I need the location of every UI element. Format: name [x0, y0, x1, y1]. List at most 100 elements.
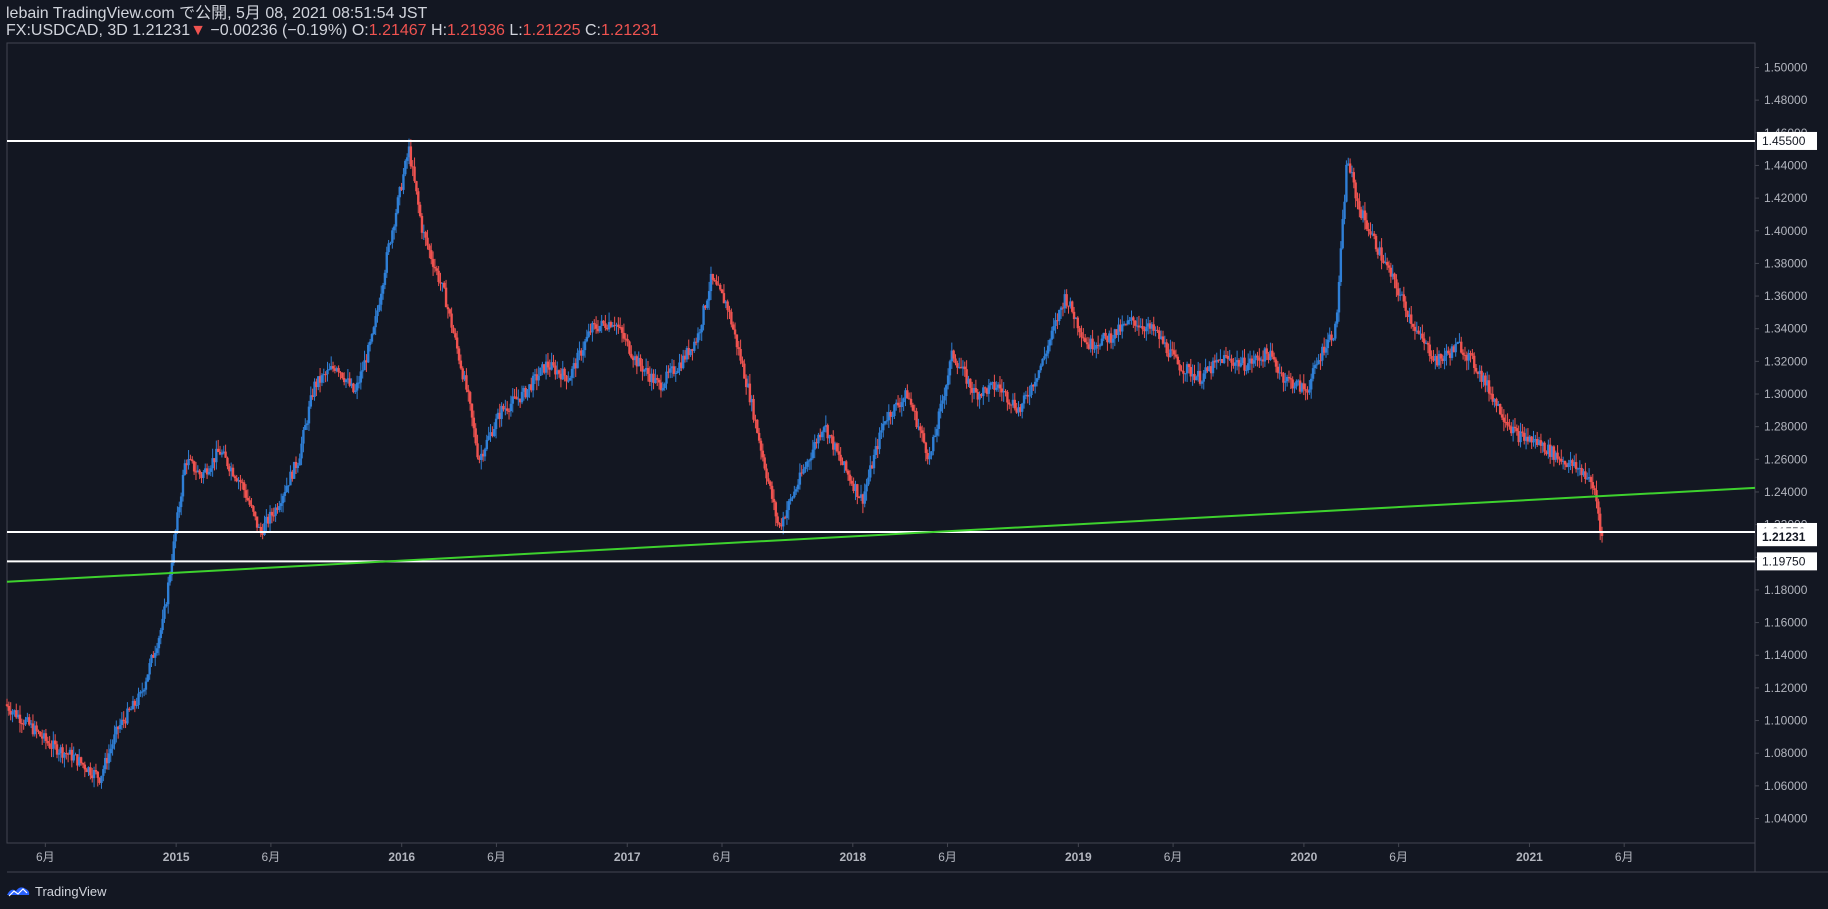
candle-body — [706, 300, 709, 308]
candle-body — [154, 652, 157, 658]
candle-body — [656, 378, 659, 380]
candle-body — [915, 411, 918, 427]
candle-body — [883, 421, 887, 424]
candle-body — [1339, 248, 1343, 282]
candle-body — [1117, 324, 1120, 336]
candle-body — [289, 471, 292, 486]
candle-body — [79, 757, 83, 764]
candle-body — [630, 353, 633, 358]
candle-body — [200, 474, 203, 478]
candle-body — [826, 425, 829, 439]
candle-body — [426, 237, 429, 246]
price-tick-label: 1.32000 — [1764, 354, 1808, 368]
candle-body — [1287, 376, 1291, 379]
candle-body — [226, 457, 229, 467]
candle-body — [685, 348, 689, 360]
candle-body — [1308, 389, 1311, 393]
candle-body — [581, 350, 585, 356]
candle-body — [178, 507, 181, 513]
candle-body — [1037, 370, 1041, 379]
candle-body — [1371, 233, 1374, 235]
candle-body — [574, 363, 577, 369]
candle-body — [743, 363, 746, 379]
candle-body — [594, 324, 598, 329]
candle-body — [1322, 346, 1326, 353]
candle-body — [333, 368, 337, 371]
candle-body — [1011, 399, 1015, 406]
footer[interactable]: TradingView — [5, 880, 107, 902]
candle-body — [757, 432, 761, 441]
candle-body — [1258, 357, 1261, 361]
candle-body — [1245, 370, 1248, 372]
candle-body — [1071, 301, 1074, 312]
candle-body — [487, 436, 490, 440]
candle-body — [1426, 342, 1430, 345]
candle-body — [1311, 368, 1315, 379]
candle-body — [409, 146, 413, 167]
candle-body — [952, 350, 955, 359]
candle-body — [96, 771, 99, 778]
candle-body — [1054, 320, 1057, 326]
candle-body — [311, 395, 314, 397]
candle-body — [626, 338, 629, 342]
candle-body — [122, 719, 125, 722]
candle-body — [687, 348, 690, 356]
tradingview-logo-icon — [7, 887, 30, 897]
candle-body — [585, 336, 589, 342]
candle-body — [854, 484, 857, 491]
candle-body — [1441, 358, 1444, 362]
candle-body — [1495, 398, 1498, 406]
candle-body — [1571, 460, 1574, 466]
candle-body — [337, 368, 340, 373]
candle-body — [161, 618, 164, 631]
price-tick-label: 1.16000 — [1764, 616, 1808, 630]
candle-body — [304, 425, 307, 430]
candle-body — [837, 451, 840, 455]
candle-body — [958, 366, 961, 368]
candle-body — [1304, 389, 1307, 391]
candle-body — [1163, 342, 1167, 344]
candle-body — [1265, 348, 1268, 354]
candle-body — [176, 512, 179, 531]
candle-body — [20, 722, 24, 724]
candle-body — [368, 341, 372, 345]
candle-body — [1593, 488, 1596, 491]
candle-body — [376, 310, 379, 317]
candle-body — [1165, 342, 1168, 354]
candle-body — [65, 752, 68, 754]
candle-body — [800, 472, 803, 474]
candle-body — [543, 364, 546, 373]
candle-body — [1315, 364, 1318, 366]
candle-body — [741, 360, 744, 364]
candle-body — [602, 320, 605, 324]
candle-body — [782, 517, 785, 527]
candle-body — [959, 366, 963, 369]
candle-body — [207, 471, 211, 475]
candle-body — [1534, 439, 1537, 441]
candle-body — [1356, 198, 1359, 202]
candle-body — [1326, 339, 1330, 349]
candle-body — [1167, 353, 1170, 358]
candle-body — [1171, 349, 1174, 351]
candle-body — [817, 434, 820, 444]
candle-body — [417, 191, 420, 205]
candle-body — [1056, 320, 1059, 322]
candle-body — [204, 468, 207, 473]
candle-body — [133, 700, 137, 706]
candle-body — [1395, 279, 1398, 289]
candle-body — [1224, 355, 1228, 357]
candle-body — [292, 461, 296, 479]
candle-body — [1480, 370, 1483, 382]
candle-body — [1582, 471, 1585, 476]
candle-body — [1523, 432, 1526, 441]
candle-body — [215, 448, 218, 463]
candle-body — [342, 377, 346, 383]
time-tick-label: 6月 — [36, 850, 55, 864]
candle-body — [189, 459, 192, 461]
candle-body — [137, 693, 140, 706]
candle-body — [278, 506, 281, 511]
candle-body — [1511, 426, 1515, 434]
candle-body — [1256, 355, 1259, 358]
candle-body — [578, 350, 581, 353]
